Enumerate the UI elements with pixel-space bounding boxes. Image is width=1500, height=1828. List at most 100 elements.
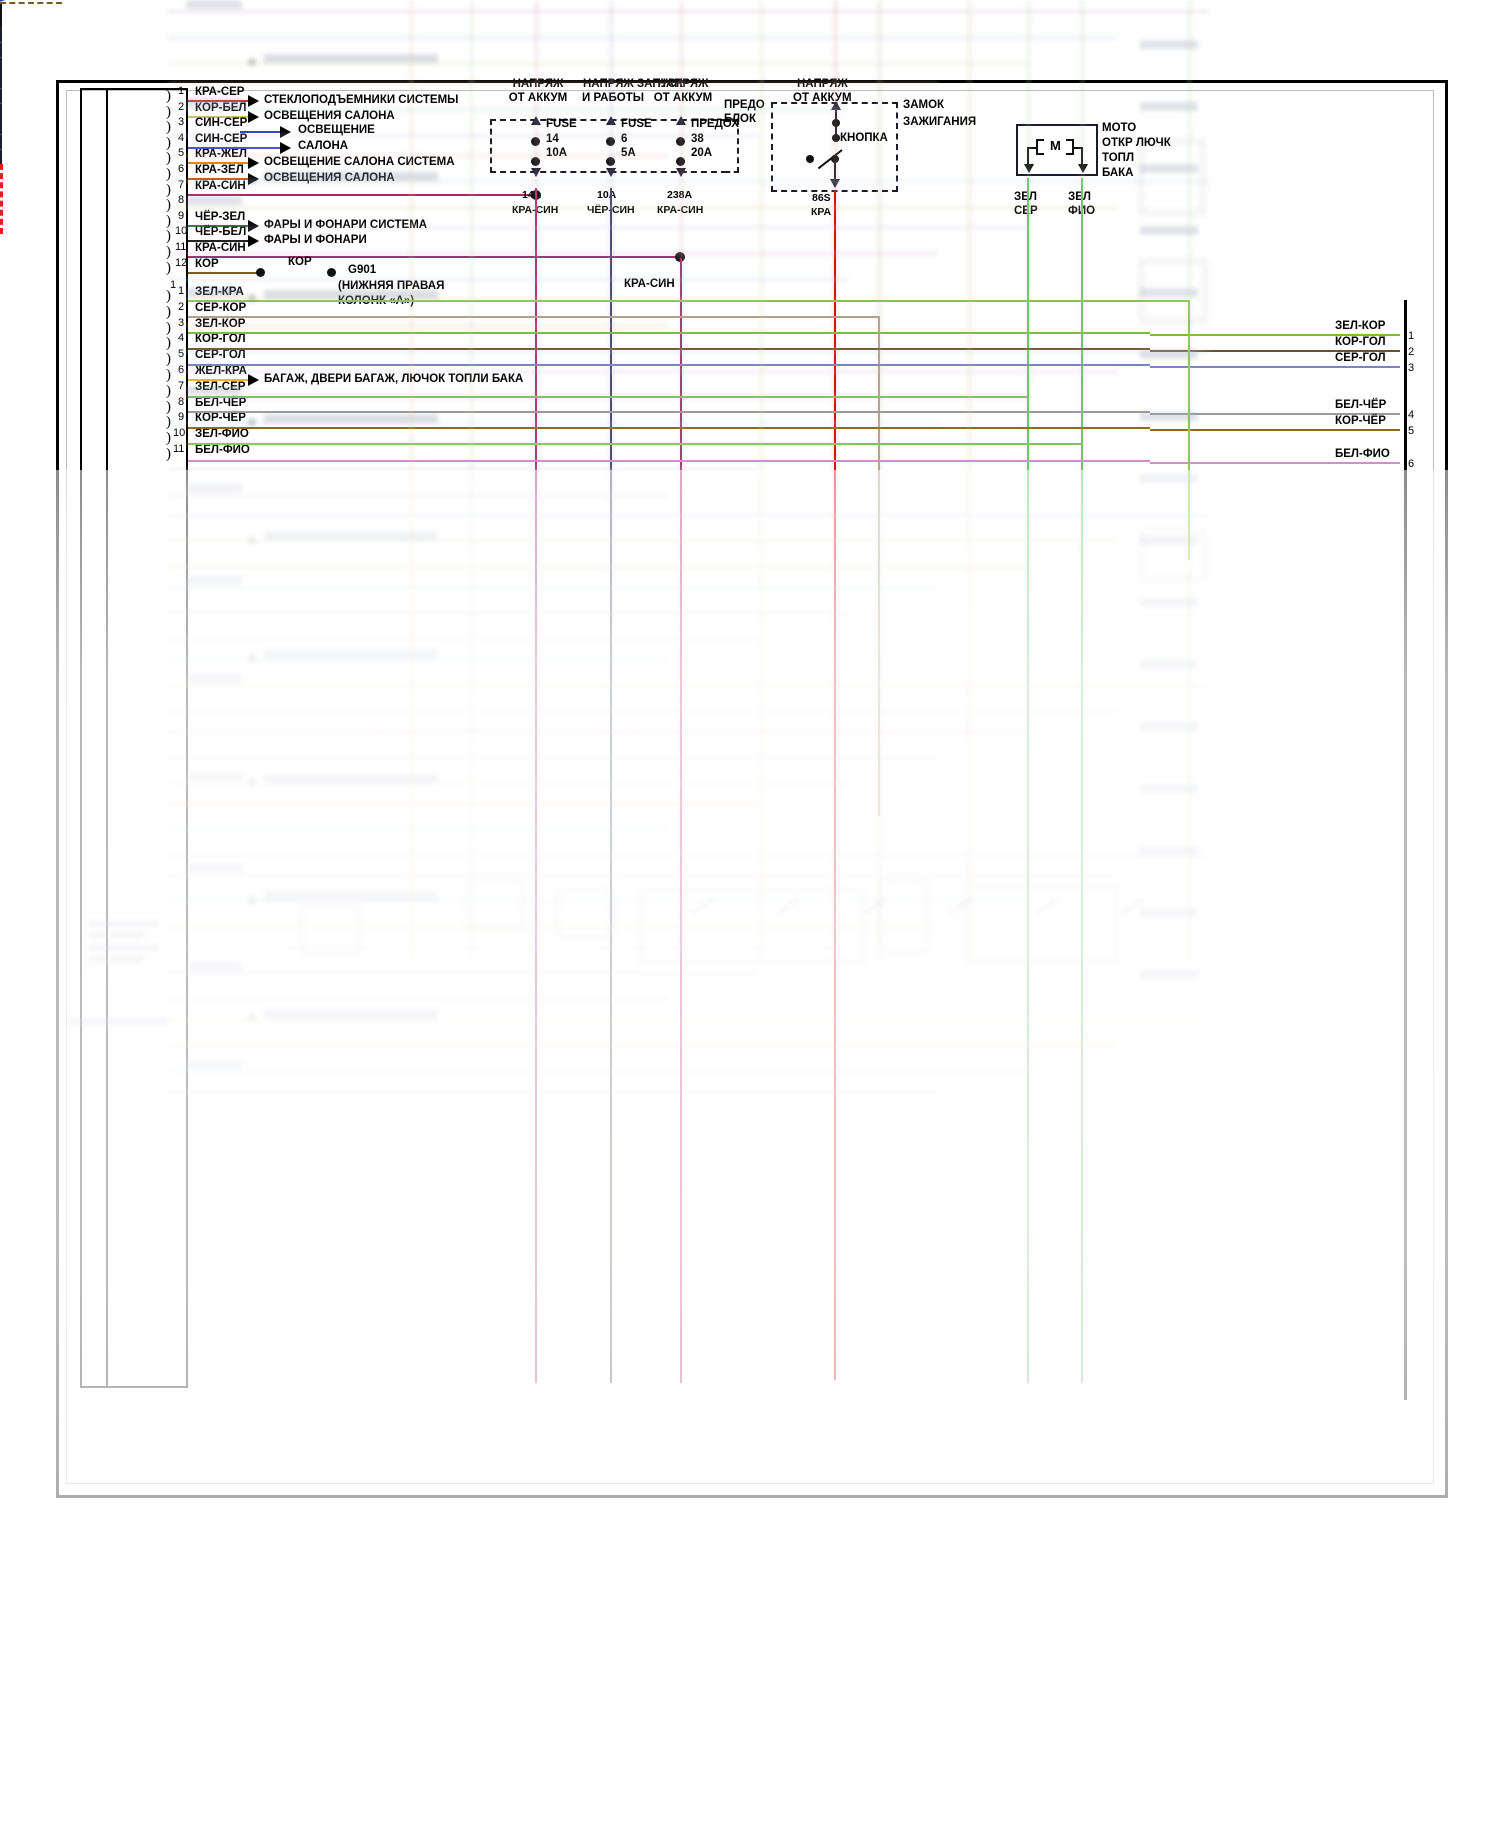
wire-run xyxy=(168,828,668,831)
ignition-switch-label: КНОПКА xyxy=(840,132,888,144)
motor-terminal-line2: СЕР xyxy=(1014,205,1038,217)
motor-lead-right-h xyxy=(1072,147,1083,149)
destination-arrow xyxy=(248,374,259,386)
pin3-wire xyxy=(240,131,280,134)
fuse-number-label: 6 xyxy=(621,133,628,145)
pin-number: 11 xyxy=(173,443,185,455)
ignition-out-stem xyxy=(834,160,836,180)
pin-bracket: ) xyxy=(166,319,171,336)
fuse-number-label: 14 xyxy=(546,133,559,145)
wire-run xyxy=(168,586,938,589)
fuse-out-stem xyxy=(0,150,2,164)
right-wire-label-block xyxy=(1140,288,1198,297)
destination-label: ОСВЕЩЕНИЯ САЛОНА xyxy=(264,172,395,184)
pin11-bus-wire xyxy=(188,256,680,258)
pin-wire-color: КРА-СИН xyxy=(195,179,246,192)
fuse-out-pin: 14A xyxy=(522,189,542,201)
ground-wire-label: КОР xyxy=(288,255,312,268)
component-box xyxy=(300,905,360,955)
pin-bracket: ) xyxy=(166,197,171,214)
component-box xyxy=(640,890,864,964)
wire-run xyxy=(168,972,758,975)
pin-wire-color: ЗЕЛ-КОР xyxy=(195,317,246,330)
pin-number: 7 xyxy=(178,178,185,191)
pin11-junction-dot xyxy=(675,252,685,262)
component-box xyxy=(964,885,1118,963)
component-box xyxy=(1140,530,1206,580)
fuse-terminal-bottom xyxy=(676,157,685,166)
fuse-terminal-bottom xyxy=(606,157,615,166)
wire-run xyxy=(168,756,938,759)
pin-wire-color: ЗЕЛ-СЕР xyxy=(195,380,246,393)
trunk-wire xyxy=(535,0,538,960)
right-pin-wire xyxy=(1150,413,1400,415)
trunk-wire xyxy=(680,0,683,960)
ignition-out-arrow xyxy=(830,179,840,188)
fuse-block-label-1: ПРЕДО xyxy=(724,99,765,111)
annotation-text-block xyxy=(264,414,438,423)
pin-wire-color: ЖЁЛ-КРА xyxy=(195,365,247,377)
fuse-block-module-right xyxy=(725,119,739,173)
motor-label-line: БАКА xyxy=(1102,167,1134,179)
pin-wire xyxy=(188,379,248,381)
pin-bracket: ) xyxy=(166,166,171,182)
right-pin-wire-color: БЕЛ-ФИО xyxy=(1335,448,1390,460)
wire-run xyxy=(168,370,1118,373)
pin-number: 9 xyxy=(178,209,185,222)
junction-dot xyxy=(248,1014,256,1022)
fuse-out-arrow xyxy=(676,168,686,177)
pin-bracket: ) xyxy=(166,382,171,399)
pin-wire-color: КРА-ЗЕЛ xyxy=(195,164,244,176)
fuse-supply-stem xyxy=(0,118,2,134)
ground-symbol-bar xyxy=(0,4,2,18)
ignition-out-color: КРА xyxy=(811,206,832,218)
fuse-supply-line2: И РАБОТЫ xyxy=(582,92,644,104)
pin-wire-color: КРА-ЖЁЛ xyxy=(195,148,247,161)
destination-arrow xyxy=(248,173,259,185)
housing-line-left-1 xyxy=(80,88,82,1388)
destination-label: ОСВЕЩЕНИЕ САЛОНА СИСТЕМА xyxy=(264,156,455,169)
component-box xyxy=(1140,260,1206,322)
motor-lead-left-arrow xyxy=(1024,164,1034,173)
wire-run xyxy=(168,278,848,281)
pin-wire-color: СИН-СЕР xyxy=(195,132,248,145)
pin-bracket: ) xyxy=(166,150,171,167)
wire-run xyxy=(168,298,758,301)
ignition-out-pin: 86S xyxy=(812,192,831,204)
annotation-text-block xyxy=(264,1010,438,1019)
pin-wire-color: БЕЛ-ЧЁР xyxy=(195,396,247,409)
pin3-arrow xyxy=(280,126,291,139)
wire-run xyxy=(168,468,758,471)
footer-text-block xyxy=(68,1018,168,1026)
fuse-out-arrow xyxy=(531,168,541,177)
fuse-type-label: FUSE xyxy=(621,118,652,130)
left-connector-a: ) 1 КРА-СЕР СТЕКЛОПОДЪЕМНИКИ СИСТЕМЫ) 2 КОР-Б… xyxy=(0,0,1500,276)
pin-wire-color: КРА-СИН xyxy=(195,242,246,254)
destination-arrow xyxy=(248,235,259,248)
route-zel-kor xyxy=(188,332,1150,334)
ignition-supply-arrow xyxy=(831,101,841,110)
wire-run xyxy=(168,802,758,805)
wire-run xyxy=(168,1070,1028,1073)
fuse3-wire-color-repeat: КРА-СИН xyxy=(624,278,675,290)
destination-label: БАГАЖ, ДВЕРИ БАГАЖ, ЛЮЧОК ТОПЛИ БАКА xyxy=(264,373,524,385)
pin-number: 9 xyxy=(178,411,185,424)
pin-wire-color: ЧЁР-ЗЕЛ xyxy=(195,210,246,223)
pin-number: 4 xyxy=(178,332,185,345)
pin7-bus-wire xyxy=(188,193,536,196)
pin-number: 2 xyxy=(178,100,185,113)
wire-run xyxy=(168,422,938,425)
pin-wire-color: ЧЁР-БЕЛ xyxy=(195,226,247,239)
pin-bracket: ) xyxy=(166,414,171,431)
ignition-contact-upper xyxy=(832,119,840,127)
right-pin-number: 4 xyxy=(1408,409,1415,421)
wire-label-block xyxy=(186,962,242,971)
fuse-type-label: ПРЕДОХ xyxy=(691,118,739,130)
route-zel-kra-down xyxy=(1188,300,1190,560)
pin-wire-color: СЕР-ГОЛ xyxy=(195,349,246,362)
junction-dot xyxy=(248,778,256,786)
right-pin-wire xyxy=(1150,462,1400,464)
motor-label-line: ОТКР ЛЮЧК xyxy=(1102,137,1171,149)
pin-wire-color: ЗЕЛ-ФИО xyxy=(195,428,249,441)
